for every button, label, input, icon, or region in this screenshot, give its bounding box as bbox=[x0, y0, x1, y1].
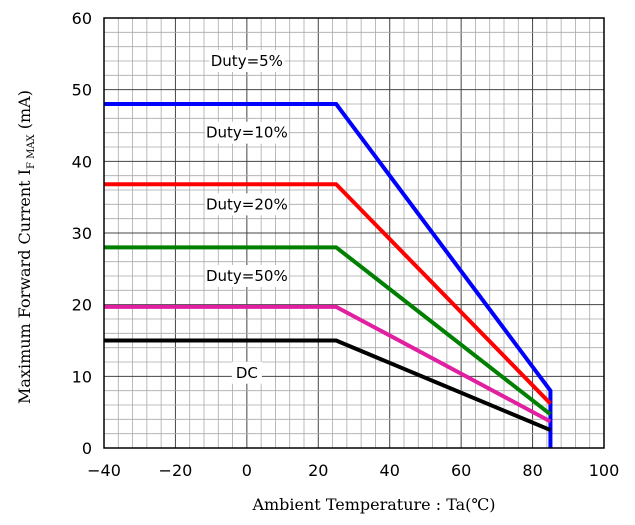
x-tick-label: 20 bbox=[308, 461, 328, 480]
plot-frame bbox=[103, 17, 605, 449]
series-lines bbox=[104, 102, 553, 448]
series-label-bg bbox=[209, 50, 285, 72]
y-axis-title-main: Maximum Forward Current I bbox=[15, 169, 34, 404]
series-label-bg bbox=[231, 361, 262, 384]
y-tick-label: 10 bbox=[72, 367, 92, 386]
series-label-2: Duty=10% bbox=[206, 124, 288, 142]
x-axis-title: Ambient Temperature : Ta(℃) bbox=[251, 495, 495, 514]
series-label-1: Duty=5% bbox=[211, 52, 283, 70]
y-tick-label: 60 bbox=[72, 9, 92, 28]
y-tick-label: 0 bbox=[82, 439, 92, 458]
series-label-bg bbox=[204, 193, 289, 216]
series-label-bg bbox=[204, 265, 289, 287]
x-tick-labels: −40 −20 0 20 40 60 80 100 bbox=[87, 461, 619, 480]
y-axis-title-unit: (mA) bbox=[15, 90, 34, 134]
y-axis-title: Maximum Forward Current IF MAX (mA) bbox=[15, 90, 37, 404]
series-label-bg bbox=[204, 121, 289, 144]
y-tick-label: 30 bbox=[72, 224, 92, 243]
x-tick-label: 0 bbox=[242, 461, 252, 480]
y-tick-label: 20 bbox=[72, 296, 92, 315]
x-tick-label: 60 bbox=[451, 461, 471, 480]
series-labels: Duty=5% Duty=10% Duty=20% Duty=50% DC bbox=[204, 50, 289, 384]
series-label-4: Duty=50% bbox=[206, 267, 288, 285]
x-tick-label: −20 bbox=[159, 461, 193, 480]
series-line-4 bbox=[104, 304, 552, 424]
series-label-3: Duty=20% bbox=[206, 195, 288, 213]
y-tick-label: 50 bbox=[72, 81, 92, 100]
series-line-5 bbox=[104, 338, 552, 432]
x-tick-label: 40 bbox=[380, 461, 400, 480]
x-tick-label: 80 bbox=[522, 461, 542, 480]
series-label-5: DC bbox=[236, 364, 258, 382]
series-line-3 bbox=[104, 245, 552, 416]
series-line-2 bbox=[104, 182, 552, 405]
y-tick-labels: 0 10 20 30 40 50 60 bbox=[72, 9, 92, 458]
x-tick-label: −40 bbox=[87, 461, 121, 480]
y-axis-title-subscript: F MAX bbox=[26, 133, 37, 169]
y-tick-label: 40 bbox=[72, 152, 92, 171]
x-tick-label: 100 bbox=[589, 461, 620, 480]
